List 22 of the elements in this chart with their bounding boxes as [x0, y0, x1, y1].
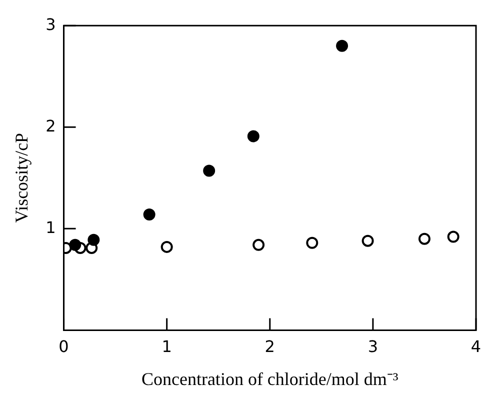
point	[252, 238, 265, 251]
x-tick-label: 1	[162, 336, 172, 356]
point	[418, 232, 430, 245]
y-tick-label: 1	[46, 218, 56, 237]
x-tick-label: 4	[470, 336, 482, 356]
point	[306, 236, 318, 249]
point	[160, 240, 173, 253]
y-tick-label: 3	[46, 14, 56, 34]
point	[203, 164, 216, 177]
y-axis-title: Viscosity/cP	[12, 132, 32, 223]
point	[447, 230, 460, 243]
point	[69, 238, 82, 251]
point	[247, 130, 260, 142]
point	[88, 234, 100, 246]
point	[143, 208, 156, 220]
point	[336, 40, 348, 52]
x-tick-label: 3	[368, 336, 378, 356]
y-tick-label: 2	[46, 116, 56, 136]
x-axis-title: Concentration of chloride/mol dm⁻³	[141, 368, 399, 389]
x-tick-label: 2	[264, 336, 275, 356]
point	[362, 234, 374, 247]
x-tick-label: 0	[58, 336, 69, 356]
